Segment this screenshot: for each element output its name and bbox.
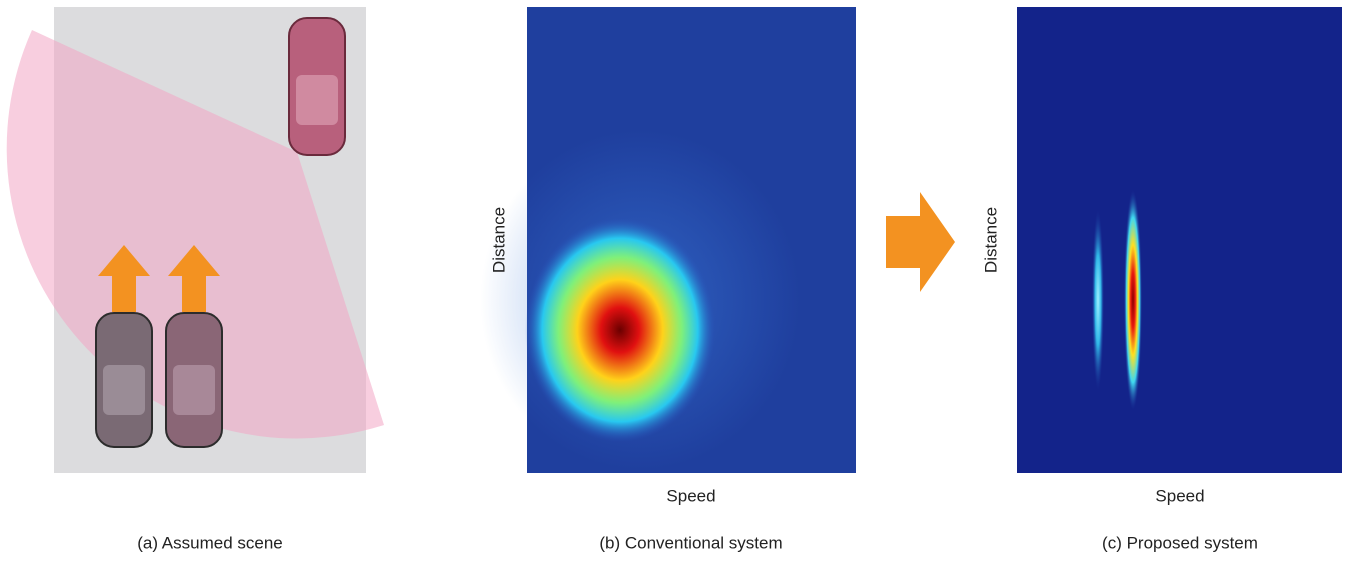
conventional-map: Distance Speed (b) Conventional system (480, 7, 856, 552)
x-axis-label: Speed (1155, 486, 1204, 505)
caption: (b) Conventional system (599, 533, 782, 552)
y-axis-label: Distance (489, 207, 508, 273)
car-roof (173, 365, 215, 415)
car-roof (103, 365, 145, 415)
caption: (a) Assumed scene (137, 533, 283, 552)
heatmap-peak (1092, 210, 1104, 390)
x-axis-label: Speed (666, 486, 715, 505)
heatmap-background (1017, 7, 1342, 473)
car-roof (296, 75, 338, 125)
transition-arrow (886, 192, 955, 292)
heatmap-peak (1124, 190, 1142, 410)
heatmap-peak (525, 218, 715, 442)
proposed-map: Distance Speed (c) Proposed system (981, 7, 1342, 552)
figure: (a) Assumed scene Distance Speed (b) Con… (0, 0, 1349, 558)
caption: (c) Proposed system (1102, 533, 1258, 552)
scene: (a) Assumed scene (7, 7, 384, 552)
y-axis-label: Distance (981, 207, 1000, 273)
